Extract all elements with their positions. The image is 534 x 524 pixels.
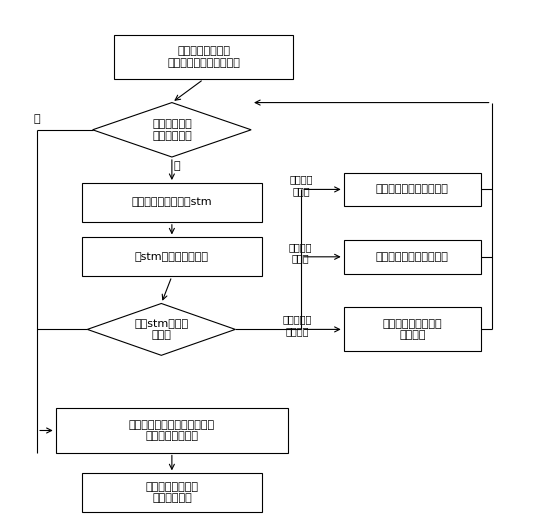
Text: 位于循环
语句块: 位于循环 语句块 bbox=[288, 242, 312, 264]
Text: 标记对应的循环判定语句: 标记对应的循环判定语句 bbox=[376, 252, 449, 262]
FancyBboxPatch shape bbox=[343, 172, 481, 206]
Text: 根据程序变更标记
历史版本程序中的语句行: 根据程序变更标记 历史版本程序中的语句行 bbox=[167, 47, 240, 68]
Text: 将stm置入变更语句集: 将stm置入变更语句集 bbox=[135, 252, 209, 262]
Text: 位于分支
语句块: 位于分支 语句块 bbox=[289, 174, 313, 196]
Text: 取下一个标记语句行stm: 取下一个标记语句行stm bbox=[131, 198, 212, 208]
Polygon shape bbox=[92, 103, 251, 157]
FancyBboxPatch shape bbox=[82, 237, 262, 276]
Text: 将历史版本程序剩余的语句行
置入非变更语句集: 将历史版本程序剩余的语句行 置入非变更语句集 bbox=[129, 420, 215, 441]
FancyBboxPatch shape bbox=[82, 473, 262, 512]
Text: 是: 是 bbox=[174, 161, 180, 171]
FancyBboxPatch shape bbox=[343, 240, 481, 274]
Text: 否: 否 bbox=[34, 114, 41, 124]
FancyBboxPatch shape bbox=[82, 183, 262, 222]
FancyBboxPatch shape bbox=[56, 409, 288, 453]
Text: 标记对应的分支判定语句: 标记对应的分支判定语句 bbox=[376, 184, 449, 194]
Text: 位于异常处
理语句块: 位于异常处 理语句块 bbox=[283, 314, 312, 336]
Text: 标记对应的异常处理
起始语句: 标记对应的异常处理 起始语句 bbox=[382, 319, 442, 340]
Polygon shape bbox=[88, 303, 235, 355]
Text: 输出变更语句集和
非变更语句集: 输出变更语句集和 非变更语句集 bbox=[145, 482, 198, 504]
Text: 存在未处理的
标记语句行？: 存在未处理的 标记语句行？ bbox=[152, 119, 192, 140]
FancyBboxPatch shape bbox=[114, 35, 293, 79]
Text: 分析stm的程序
上下文: 分析stm的程序 上下文 bbox=[134, 319, 189, 340]
FancyBboxPatch shape bbox=[343, 308, 481, 352]
